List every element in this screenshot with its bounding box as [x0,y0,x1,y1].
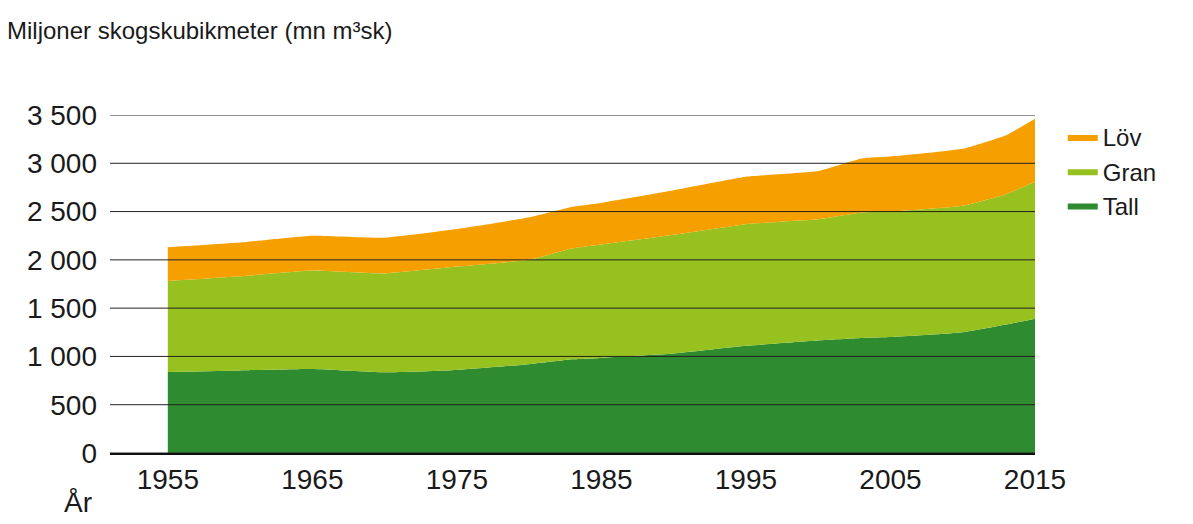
svg-text:1995: 1995 [715,464,777,495]
svg-text:2 500: 2 500 [27,196,97,227]
svg-text:1965: 1965 [281,464,343,495]
svg-text:Miljoner skogskubikmeter (mn m: Miljoner skogskubikmeter (mn m³sk) [7,17,392,44]
svg-text:1 000: 1 000 [27,341,97,372]
svg-text:2 000: 2 000 [27,245,97,276]
svg-text:3 000: 3 000 [27,148,97,179]
svg-text:1 500: 1 500 [27,293,97,324]
svg-text:1985: 1985 [570,464,632,495]
svg-text:2015: 2015 [1004,464,1066,495]
svg-text:Löv: Löv [1103,124,1142,151]
svg-text:1975: 1975 [426,464,488,495]
svg-text:0: 0 [81,438,97,469]
svg-text:2005: 2005 [859,464,921,495]
svg-text:3 500: 3 500 [27,100,97,131]
svg-text:500: 500 [50,390,97,421]
svg-text:År: År [64,487,92,518]
svg-text:Gran: Gran [1103,159,1156,186]
svg-text:1955: 1955 [137,464,199,495]
svg-text:Tall: Tall [1103,193,1139,220]
